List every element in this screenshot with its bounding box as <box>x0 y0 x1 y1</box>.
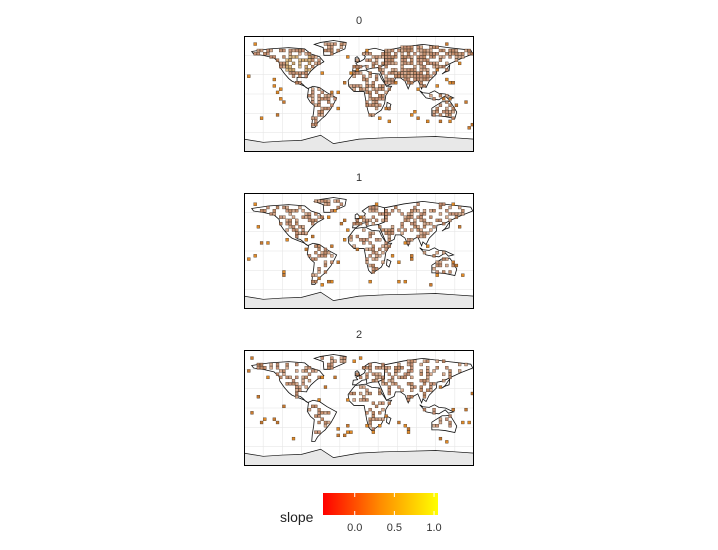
world-map-panel-1 <box>244 193 474 309</box>
world-map-panel-2 <box>244 350 474 466</box>
legend-tick-label-0: 0.0 <box>347 522 363 534</box>
slope-grid-cells <box>247 356 474 444</box>
world-map-panel-0 <box>244 36 474 152</box>
landmass-australia <box>431 414 458 433</box>
landmass-madagascar <box>386 415 392 425</box>
legend-title: slope <box>280 509 314 525</box>
landmass-uk <box>354 213 361 220</box>
legend-colorbar <box>323 493 438 515</box>
antarctica-landmass <box>244 448 474 466</box>
map-frame <box>244 193 474 309</box>
legend-tick-label-1: 0.5 <box>386 522 403 534</box>
slope-grid-cells <box>247 199 465 287</box>
panel-title-2: 2 <box>355 329 363 341</box>
antarctica-landmass <box>244 291 474 309</box>
panel-title-1: 1 <box>355 172 363 184</box>
panel-title-0: 0 <box>355 15 363 27</box>
slope-grid-cells <box>247 42 474 130</box>
legend-tick-label-2: 1.0 <box>426 522 442 534</box>
color-legend <box>323 493 438 515</box>
antarctica-landmass <box>244 134 474 152</box>
map-frame <box>244 36 474 152</box>
landmass-madagascar <box>386 258 392 268</box>
map-frame <box>244 350 474 466</box>
